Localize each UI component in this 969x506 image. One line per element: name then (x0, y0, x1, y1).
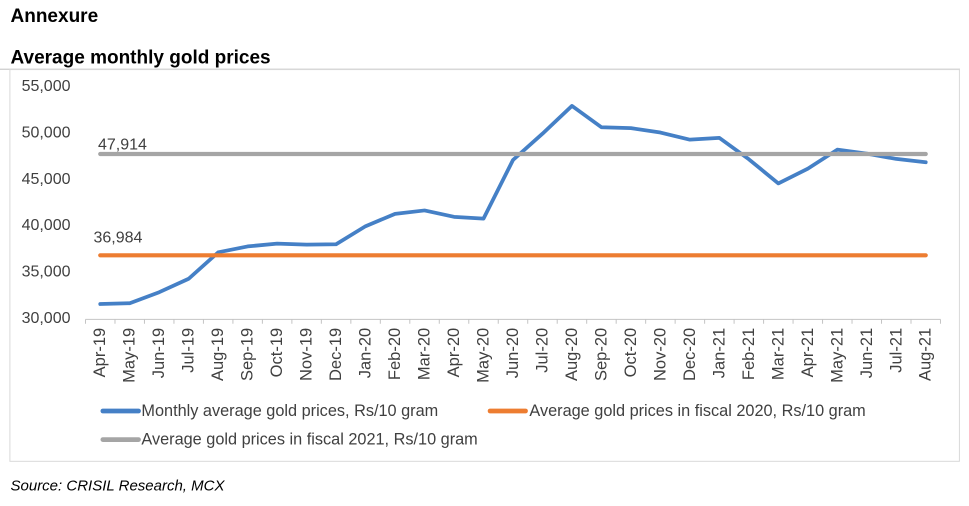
svg-text:Feb-20: Feb-20 (386, 328, 404, 380)
svg-text:Annexure: Annexure (11, 6, 99, 27)
svg-text:Dec-20: Dec-20 (681, 328, 699, 381)
svg-text:Jul-20: Jul-20 (533, 328, 551, 373)
svg-text:Average gold prices in fiscal: Average gold prices in fiscal 2021, Rs/1… (141, 431, 477, 449)
svg-text:Jan-21: Jan-21 (710, 328, 728, 378)
svg-text:30,000: 30,000 (22, 310, 71, 327)
svg-text:Jun-19: Jun-19 (150, 328, 168, 378)
svg-text:Feb-21: Feb-21 (740, 328, 758, 380)
svg-text:Dec-19: Dec-19 (327, 328, 345, 381)
svg-text:Mar-21: Mar-21 (769, 328, 787, 380)
svg-text:May-19: May-19 (121, 328, 139, 383)
svg-text:35,000: 35,000 (22, 264, 71, 281)
svg-text:Nov-19: Nov-19 (298, 328, 316, 381)
svg-text:Mar-20: Mar-20 (416, 328, 434, 380)
svg-text:Jan-20: Jan-20 (357, 328, 375, 378)
svg-text:Jun-20: Jun-20 (504, 328, 522, 378)
svg-text:Oct-19: Oct-19 (268, 328, 286, 378)
svg-text:Jun-21: Jun-21 (858, 328, 876, 378)
svg-text:50,000: 50,000 (22, 125, 71, 142)
svg-text:Jul-21: Jul-21 (887, 328, 905, 373)
svg-text:40,000: 40,000 (22, 217, 71, 234)
svg-text:47,914: 47,914 (98, 137, 147, 154)
svg-text:Average monthly gold prices: Average monthly gold prices (11, 48, 271, 69)
svg-text:Apr-21: Apr-21 (799, 328, 817, 378)
svg-text:Monthly average gold prices, R: Monthly average gold prices, Rs/10 gram (141, 402, 438, 420)
svg-text:Apr-19: Apr-19 (91, 328, 109, 378)
svg-text:36,984: 36,984 (94, 229, 143, 246)
svg-text:55,000: 55,000 (22, 78, 71, 95)
svg-text:May-20: May-20 (475, 328, 493, 383)
svg-text:Nov-20: Nov-20 (651, 328, 669, 381)
svg-text:Oct-20: Oct-20 (622, 328, 640, 378)
svg-text:Source: CRISIL Research, MCX: Source: CRISIL Research, MCX (11, 478, 226, 495)
svg-text:Aug-20: Aug-20 (563, 328, 581, 381)
svg-text:Aug-19: Aug-19 (209, 328, 227, 381)
svg-text:May-21: May-21 (828, 328, 846, 383)
svg-text:Sep-19: Sep-19 (239, 328, 257, 381)
svg-text:Sep-20: Sep-20 (592, 328, 610, 381)
svg-text:Jul-19: Jul-19 (180, 328, 198, 373)
svg-text:45,000: 45,000 (22, 171, 71, 188)
svg-text:Apr-20: Apr-20 (445, 328, 463, 378)
svg-text:Aug-21: Aug-21 (917, 328, 935, 381)
svg-text:Average gold prices in fiscal: Average gold prices in fiscal 2020, Rs/1… (529, 402, 865, 420)
